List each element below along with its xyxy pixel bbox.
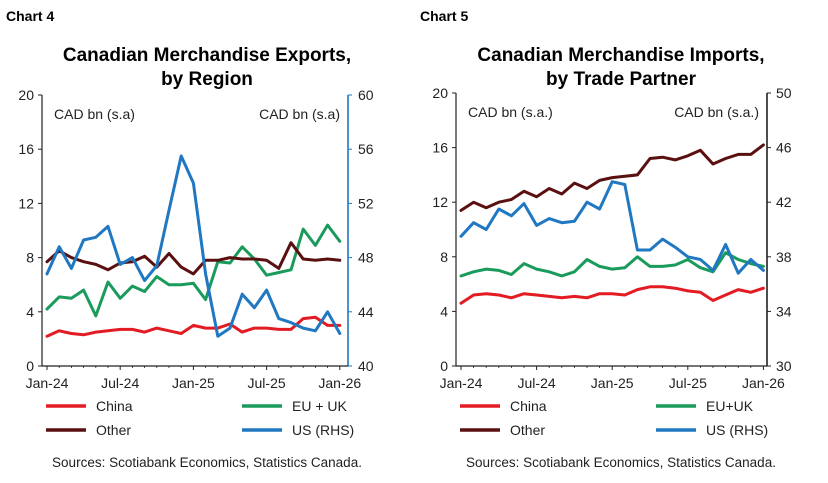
right-tick-label: 52 <box>358 195 374 211</box>
x-tick-label: Jan-25 <box>591 375 634 391</box>
right-tick-label: 44 <box>358 304 374 320</box>
series-line-other <box>459 143 765 212</box>
left-tick-label: 4 <box>26 304 34 320</box>
legend-label-china: China <box>96 398 133 414</box>
exports-chart-panel: Chart 4 Canadian Merchandise Exports, by… <box>0 8 414 470</box>
series-line-eu <box>459 251 765 278</box>
chart-source: Sources: Scotiabank Economics, Statistic… <box>52 455 362 470</box>
right-tick-label: 38 <box>776 249 792 265</box>
left-tick-label: 8 <box>440 249 448 265</box>
legend-label-eu: EU + UK <box>292 398 348 414</box>
chart-title-line-2: by Trade Partner <box>546 69 696 90</box>
chart-label: Chart 5 <box>420 8 469 24</box>
x-tick-label: Jan-24 <box>440 375 483 391</box>
series-line-other <box>45 241 342 276</box>
chart-label: Chart 4 <box>6 8 55 24</box>
series-line-china <box>45 315 342 338</box>
left-tick-label: 12 <box>432 194 448 210</box>
series-line-eu <box>45 223 342 318</box>
chart-title: Canadian Merchandise Exports, by Region <box>0 44 414 92</box>
right-tick-label: 34 <box>776 303 792 319</box>
right-tick-label: 60 <box>358 87 374 103</box>
right-axis-unit: CAD bn (s.a.) <box>674 104 759 120</box>
right-axis-unit: CAD bn (s.a) <box>259 106 340 122</box>
right-tick-label: 40 <box>358 358 374 374</box>
x-tick-label: Jul-25 <box>669 375 707 391</box>
right-tick-label: 42 <box>776 194 792 210</box>
left-tick-label: 8 <box>26 250 34 266</box>
right-tick-label: 50 <box>776 85 792 101</box>
chart-source: Sources: Scotiabank Economics, Statistic… <box>466 455 776 470</box>
x-tick-label: Jan-24 <box>26 375 69 391</box>
left-axis-unit: CAD bn (s.a) <box>54 106 135 122</box>
left-tick-label: 4 <box>440 303 448 319</box>
left-tick-label: 12 <box>18 195 34 211</box>
left-axis-unit: CAD bn (s.a.) <box>468 104 553 120</box>
imports-chart-panel: Chart 5 Canadian Merchandise Imports, by… <box>414 0 828 483</box>
legend-label-us: US (RHS) <box>706 422 768 438</box>
series-line-china <box>459 285 765 305</box>
left-tick-label: 16 <box>18 141 34 157</box>
left-tick-label: 16 <box>432 140 448 156</box>
legend-label-other: Other <box>96 422 131 438</box>
left-tick-label: 0 <box>26 358 34 374</box>
right-tick-label: 56 <box>358 141 374 157</box>
series-line-us <box>459 180 765 275</box>
legend-label-other: Other <box>510 422 545 438</box>
right-tick-label: 46 <box>776 140 792 156</box>
right-tick-label: 30 <box>776 358 792 374</box>
series-line-us <box>45 154 342 338</box>
x-tick-label: Jan-26 <box>318 375 361 391</box>
chart-title-line-1: Canadian Merchandise Exports, <box>62 45 352 66</box>
legend-label-china: China <box>510 398 547 414</box>
x-tick-label: Jul-24 <box>101 375 139 391</box>
chart-title-line-2: by Region <box>161 69 253 90</box>
chart-title-line-1: Canadian Merchandise Imports, <box>477 45 765 66</box>
x-tick-label: Jan-25 <box>172 375 215 391</box>
imports-chart-svg: 0 4 8 12 16 20 30 34 38 42 46 50 Jan-24 Jul-24 Jan-25 J… <box>432 85 792 438</box>
x-tick-label: Jan-26 <box>742 375 785 391</box>
right-tick-label: 48 <box>358 250 374 266</box>
left-tick-label: 20 <box>432 85 448 101</box>
x-tick-label: Jul-25 <box>248 375 286 391</box>
left-tick-label: 0 <box>440 358 448 374</box>
chart-title: Canadian Merchandise Imports, by Trade P… <box>414 44 828 92</box>
x-tick-label: Jul-24 <box>518 375 556 391</box>
legend-label-eu: EU+UK <box>706 398 754 414</box>
left-tick-label: 20 <box>18 87 34 103</box>
legend-label-us: US (RHS) <box>292 422 354 438</box>
